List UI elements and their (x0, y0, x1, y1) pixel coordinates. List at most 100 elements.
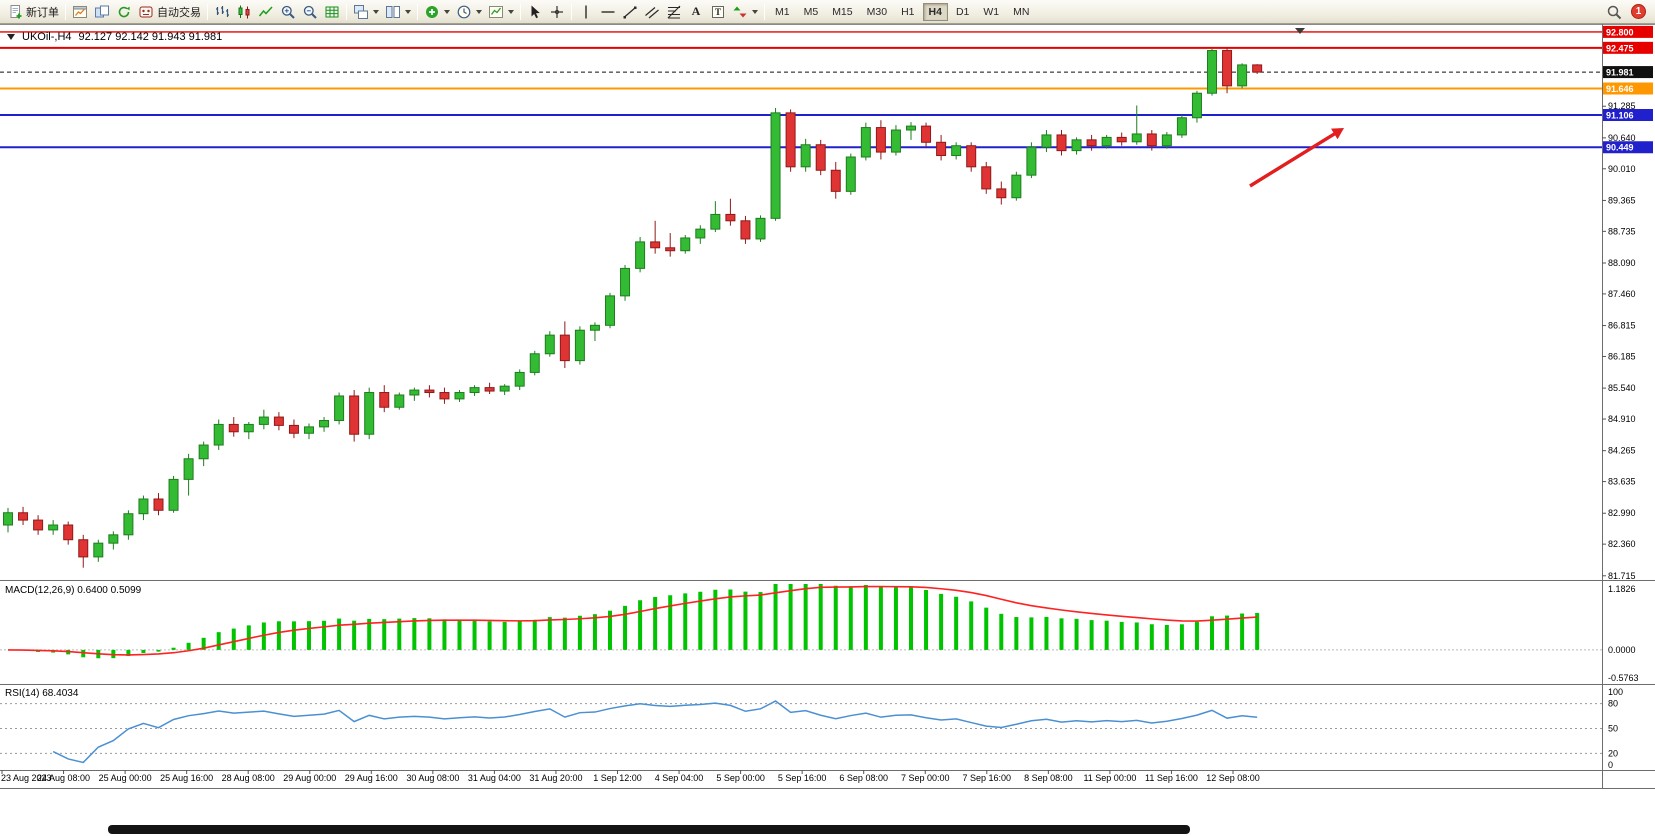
new-order-button[interactable]: 新订单 (4, 2, 62, 22)
candle-body (815, 144, 826, 171)
charts-button[interactable] (69, 2, 91, 22)
candle-body (258, 416, 269, 425)
candle-body (740, 220, 751, 240)
candle-body (319, 419, 330, 428)
price-tag-92.800[interactable] (1603, 25, 1653, 38)
price-axis-label: 82.360 (1608, 539, 1636, 549)
time-axis-label: 23 Aug 2023 (1, 773, 52, 783)
horizontal-line-button[interactable] (597, 2, 619, 22)
price-tag-91.981[interactable] (1603, 66, 1653, 79)
tile-vertical-button[interactable] (382, 2, 414, 22)
indicators-button[interactable] (421, 2, 453, 22)
chevron-down-icon (752, 9, 758, 14)
crosshair-button[interactable] (546, 2, 568, 22)
channel-button[interactable] (641, 2, 663, 22)
candle-body (1191, 92, 1202, 119)
candle-body (499, 385, 510, 392)
scrollbar-thumb[interactable] (108, 825, 1190, 834)
price-tag-91.646[interactable] (1603, 82, 1653, 95)
timeframe-m5[interactable]: M5 (803, 5, 819, 18)
time-axis-label: 5 Sep 00:00 (716, 773, 765, 783)
candle-body (379, 392, 390, 408)
chevron-down-icon (508, 9, 514, 14)
price-axis-label: 85.540 (1608, 383, 1636, 393)
candlestick-button[interactable] (233, 2, 255, 22)
candle-body (108, 534, 119, 544)
bar-chart-button[interactable] (211, 2, 233, 22)
search-button[interactable] (1603, 2, 1625, 22)
trendline-button[interactable] (619, 2, 641, 22)
main-toolbar: 新订单 自动交易 (0, 0, 1655, 24)
fibonacci-button[interactable] (663, 2, 685, 22)
templates-button[interactable] (485, 2, 517, 22)
price-tag-92.475[interactable] (1603, 41, 1653, 54)
zoom-in-button[interactable] (277, 2, 299, 22)
candle-body (890, 129, 901, 153)
timeframe-group: M1 M5 M15 M30 H1 H4 D1 W1 MN (768, 2, 1036, 21)
refresh-button[interactable] (113, 2, 135, 22)
candle-body (48, 524, 59, 531)
candle-body (830, 169, 841, 192)
auto-trading-button[interactable]: 自动交易 (135, 2, 204, 22)
candle-body (605, 295, 615, 326)
macd-scale-label: -0.5763 (1608, 673, 1639, 683)
separator (764, 3, 765, 20)
timeframe-mn[interactable]: MN (1013, 5, 1030, 18)
candle-body (454, 392, 465, 400)
time-axis-label: 29 Aug 16:00 (345, 773, 398, 783)
equidistant-channel-icon (645, 6, 659, 18)
price-axis-label: 87.460 (1608, 289, 1636, 299)
grid-button[interactable] (321, 2, 343, 22)
profiles-button[interactable] (91, 2, 113, 22)
chart-shift-marker[interactable] (1295, 28, 1305, 34)
svg-text:90.449: 90.449 (1606, 143, 1634, 153)
candle-body (213, 423, 224, 446)
timeframe-h4[interactable]: H4 (922, 2, 948, 21)
notification-badge[interactable]: 1 (1631, 4, 1646, 19)
timeframe-h1[interactable]: H1 (901, 5, 915, 18)
price-tag-90.449[interactable] (1603, 141, 1653, 154)
candle-body (665, 247, 676, 252)
rsi-label: RSI(14) 68.4034 (5, 688, 79, 699)
separator (571, 3, 572, 20)
vertical-line-button[interactable] (575, 2, 597, 22)
candle-body (1222, 50, 1233, 87)
candle-body (996, 188, 1007, 199)
timeframe-m30[interactable]: M30 (866, 5, 888, 18)
price-axis-label: 88.090 (1608, 258, 1636, 268)
arrows-button[interactable] (729, 2, 761, 22)
zoom-out-button[interactable] (299, 2, 321, 22)
trend-arrow-annotation[interactable] (1249, 130, 1339, 188)
candle-body (33, 519, 44, 531)
timeframe-w1[interactable]: W1 (983, 5, 1000, 18)
separator (207, 3, 208, 20)
candle-body (424, 389, 435, 394)
time-axis-label: 30 Aug 08:00 (406, 773, 459, 783)
text-tool-button[interactable]: A (685, 2, 707, 22)
cursor-icon (531, 5, 540, 18)
line-chart-button[interactable] (255, 2, 277, 22)
horizontal-scrollbar[interactable] (0, 822, 1655, 836)
price-axis: 91.285 90.640 90.010 89.365 88.735 88.090 87.4… (1602, 101, 1636, 581)
candle-body (755, 217, 766, 240)
timeframe-m15[interactable]: M15 (832, 5, 853, 18)
cursor-button[interactable] (524, 2, 546, 22)
trendline-icon (623, 6, 637, 18)
search-icon (1607, 5, 1622, 19)
label-tool-button[interactable]: T (707, 2, 729, 22)
svg-text:91.981: 91.981 (1606, 68, 1634, 78)
tile-windows-button[interactable] (350, 2, 382, 22)
time-axis-label: 1 Sep 12:00 (593, 773, 642, 783)
chart-canvas[interactable]: 91.285 90.640 90.010 89.365 88.735 88.090 87.4… (0, 24, 1655, 836)
price-tag-91.106[interactable] (1603, 109, 1653, 122)
separator (346, 3, 347, 20)
symbol-dropdown-icon[interactable] (7, 34, 15, 40)
price-axis-label: 90.640 (1608, 133, 1636, 143)
candle-body (1176, 117, 1187, 136)
auto-trading-icon (139, 6, 153, 17)
periods-button[interactable] (453, 2, 485, 22)
timeframe-m1[interactable]: M1 (775, 5, 790, 18)
timeframe-d1[interactable]: D1 (955, 5, 970, 18)
tile-windows-icon (354, 4, 368, 19)
svg-text:92.800: 92.800 (1606, 27, 1634, 37)
